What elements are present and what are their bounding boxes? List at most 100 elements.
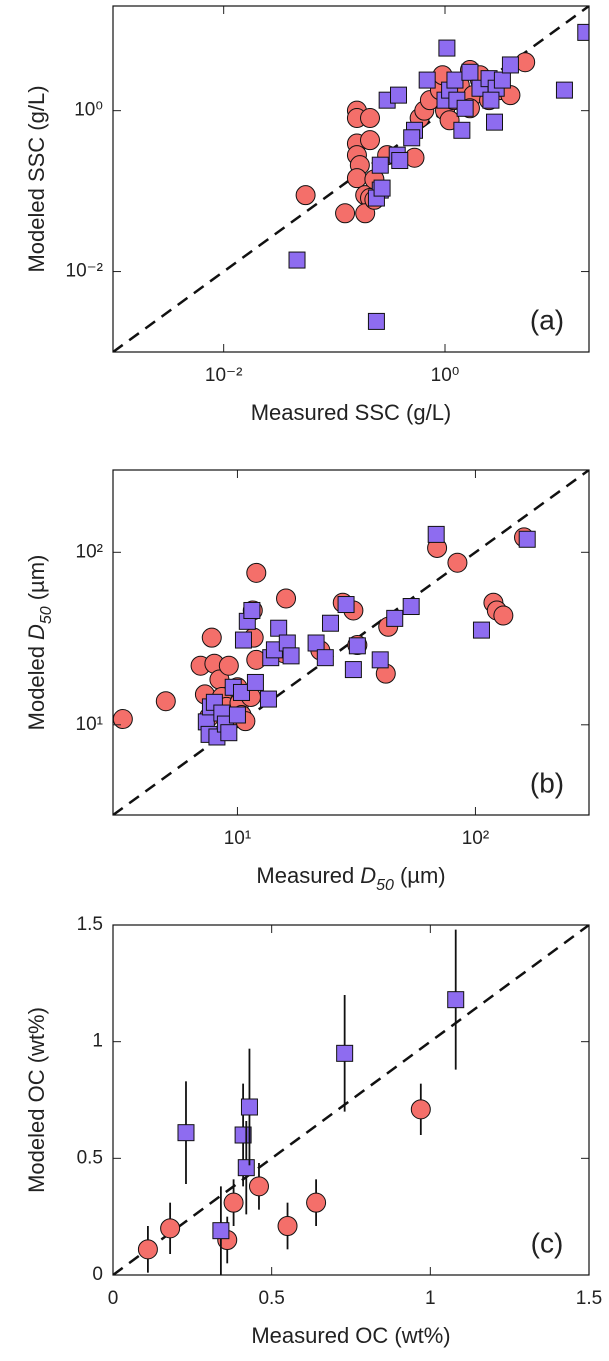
point	[160, 1218, 181, 1239]
plot-area	[113, 925, 589, 1275]
point	[418, 71, 436, 89]
point	[373, 179, 391, 197]
point	[438, 39, 456, 57]
point	[446, 71, 464, 89]
point	[201, 627, 222, 648]
point	[223, 1192, 244, 1213]
x-axis-label: Measured D50 (µm)	[256, 863, 445, 894]
axes-box	[112, 469, 590, 816]
y-tick-label: 1.5	[77, 914, 103, 935]
point	[427, 525, 445, 543]
point	[220, 724, 238, 742]
point	[113, 709, 133, 730]
y-tick-label: 10¹	[76, 714, 103, 735]
point	[447, 552, 468, 573]
panel-tag: (b)	[530, 767, 564, 798]
point	[391, 152, 409, 170]
point	[276, 588, 297, 609]
point	[232, 683, 250, 701]
point	[501, 56, 519, 74]
point	[472, 621, 490, 639]
point	[212, 1222, 230, 1240]
point	[246, 562, 267, 583]
point	[410, 1099, 431, 1120]
point	[371, 156, 389, 174]
point	[493, 71, 511, 89]
point	[461, 63, 479, 81]
y-axis-label: Modeled D50 (µm)	[24, 555, 55, 731]
label-part: D	[360, 863, 376, 888]
point	[555, 81, 573, 99]
point	[337, 596, 355, 614]
point	[346, 168, 367, 189]
label-part: (µm)	[24, 555, 49, 601]
y-axis-label: Modeled OC (wt%)	[24, 1007, 49, 1193]
point	[493, 605, 514, 626]
point	[177, 1124, 195, 1142]
point	[367, 312, 385, 330]
point	[218, 655, 239, 676]
label-part: Measured	[256, 863, 354, 888]
point	[246, 673, 264, 691]
point	[137, 1239, 158, 1260]
plot-area	[113, 6, 589, 352]
point	[371, 651, 389, 669]
label-part: Modeled	[24, 646, 49, 730]
point	[306, 1192, 327, 1213]
x-axis-label: Measured SSC (g/L)	[251, 400, 452, 425]
x-tick-label: 0.5	[258, 1288, 284, 1309]
point	[234, 631, 252, 649]
x-axis-label: Measured OC (wt%)	[251, 1323, 450, 1348]
point	[335, 203, 356, 224]
point	[344, 661, 362, 679]
y-tick-label: 0.5	[77, 1147, 103, 1168]
x-tick-label: 1	[425, 1288, 436, 1309]
x-tick-label: 10¹	[224, 828, 251, 849]
point	[228, 706, 246, 724]
y-tick-label: 1	[92, 1031, 103, 1052]
point	[360, 130, 381, 151]
point	[248, 1176, 269, 1197]
y-tick-label: 10⁻²	[66, 261, 104, 282]
point	[321, 614, 339, 632]
label-part: 50	[38, 606, 55, 624]
point	[360, 108, 381, 129]
panel-tag: (a)	[530, 304, 564, 335]
axes-box	[112, 5, 590, 353]
point	[577, 23, 589, 41]
point	[402, 598, 420, 616]
label-part: D	[24, 624, 49, 640]
x-tick-label: 10⁻²	[205, 365, 243, 386]
point	[348, 637, 366, 655]
point	[482, 91, 500, 109]
panel-tag: (c)	[531, 1227, 564, 1258]
y-axis-label: Modeled SSC (g/L)	[24, 85, 49, 272]
label-part: 50	[376, 877, 394, 894]
point	[282, 647, 300, 665]
plot-area	[113, 470, 589, 815]
y-tick-label: 10⁰	[74, 100, 103, 121]
point	[295, 185, 316, 206]
point	[336, 1044, 354, 1062]
point	[237, 1159, 255, 1177]
x-tick-label: 10⁰	[431, 365, 460, 386]
point	[447, 991, 465, 1009]
point	[307, 634, 325, 652]
point	[403, 129, 421, 147]
identity-line	[113, 925, 589, 1275]
point	[386, 609, 404, 627]
point	[259, 690, 277, 708]
label-part: (µm)	[400, 863, 446, 888]
point	[456, 99, 474, 117]
point	[518, 530, 536, 548]
x-tick-label: 1.5	[576, 1288, 602, 1309]
point	[486, 113, 504, 131]
point	[270, 619, 288, 637]
y-tick-label: 0	[92, 1264, 103, 1285]
point	[453, 121, 471, 139]
x-tick-label: 10²	[462, 828, 489, 849]
x-tick-label: 0	[108, 1288, 119, 1309]
point	[277, 1216, 298, 1236]
